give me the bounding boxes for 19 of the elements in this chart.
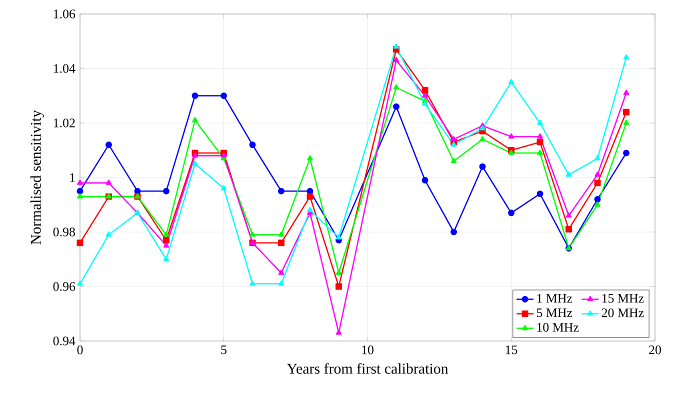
y-tick-label: 1.06	[54, 10, 76, 18]
y-tick-label: 0.94	[53, 336, 76, 346]
x-axis-title: Years from first calibration	[286, 363, 448, 374]
x-tick-label: 15	[506, 346, 518, 354]
x-tick-label: 0	[77, 346, 83, 354]
x-tick-label: 5	[221, 346, 226, 354]
x-tick-label: 20	[649, 346, 661, 354]
legend-label: 5 MHz	[536, 308, 572, 318]
x-tick-label: 10	[362, 346, 374, 354]
y-tick-label: 1.02	[54, 118, 75, 128]
y-tick-label: 0.98	[53, 228, 75, 236]
y-axis-title: Normalised sensitivity	[30, 110, 44, 245]
legend-label: 10 MHz	[537, 322, 579, 332]
legend-label: 1 MHz	[537, 294, 572, 303]
y-tick-label: 1.04	[54, 64, 76, 73]
legend-label: 15 MHz	[602, 294, 644, 303]
legend-label: 20 MHz	[602, 308, 644, 318]
y-tick-label: 1	[70, 173, 75, 182]
y-tick-label: 0.96	[53, 282, 76, 291]
